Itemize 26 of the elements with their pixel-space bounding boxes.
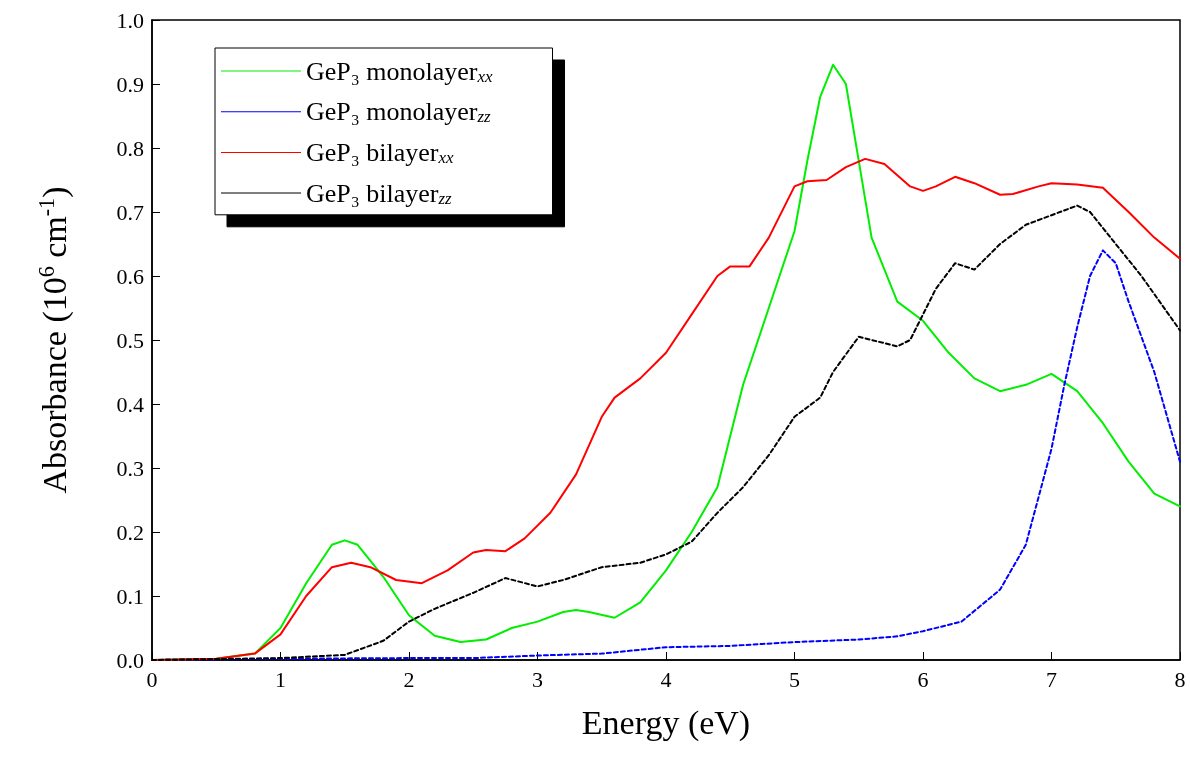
legend-label: GeP₃ monolayerxx <box>306 56 494 86</box>
legend-label: GeP₃ monolayerzz <box>306 97 492 127</box>
y-tick-label: 0.8 <box>116 135 144 161</box>
x-tick-label: 3 <box>532 666 543 692</box>
x-tick-label: 2 <box>403 666 415 692</box>
x-tick-label: 7 <box>1046 666 1057 692</box>
x-axis-title: Energy (eV) <box>581 703 751 742</box>
x-tick-label: 8 <box>1174 666 1186 692</box>
y-tick-label: 0.9 <box>116 71 144 97</box>
y-tick-label: 0.5 <box>116 327 144 353</box>
y-tick-label: 0.0 <box>116 647 144 673</box>
legend-label: GeP₃ bilayerzz <box>306 178 453 208</box>
x-tick-label: 5 <box>789 666 800 692</box>
y-axis-title: Absorbance (106 cm-1) <box>33 186 74 494</box>
legend-label: GeP₃ bilayerxx <box>306 137 455 168</box>
y-tick-label: 0.6 <box>116 263 144 289</box>
x-tick-label: 1 <box>275 666 286 692</box>
y-tick-label: 0.3 <box>116 455 144 481</box>
x-tick-label: 6 <box>917 666 929 692</box>
y-tick-label: 0.4 <box>116 391 144 417</box>
y-tick-label: 0.1 <box>116 583 144 609</box>
y-tick-label: 0.2 <box>116 519 144 545</box>
y-tick-label: 0.7 <box>116 199 144 225</box>
x-tick-label: 0 <box>146 666 158 692</box>
x-tick-label: 4 <box>660 666 672 692</box>
y-tick-label: 1.0 <box>116 7 144 33</box>
